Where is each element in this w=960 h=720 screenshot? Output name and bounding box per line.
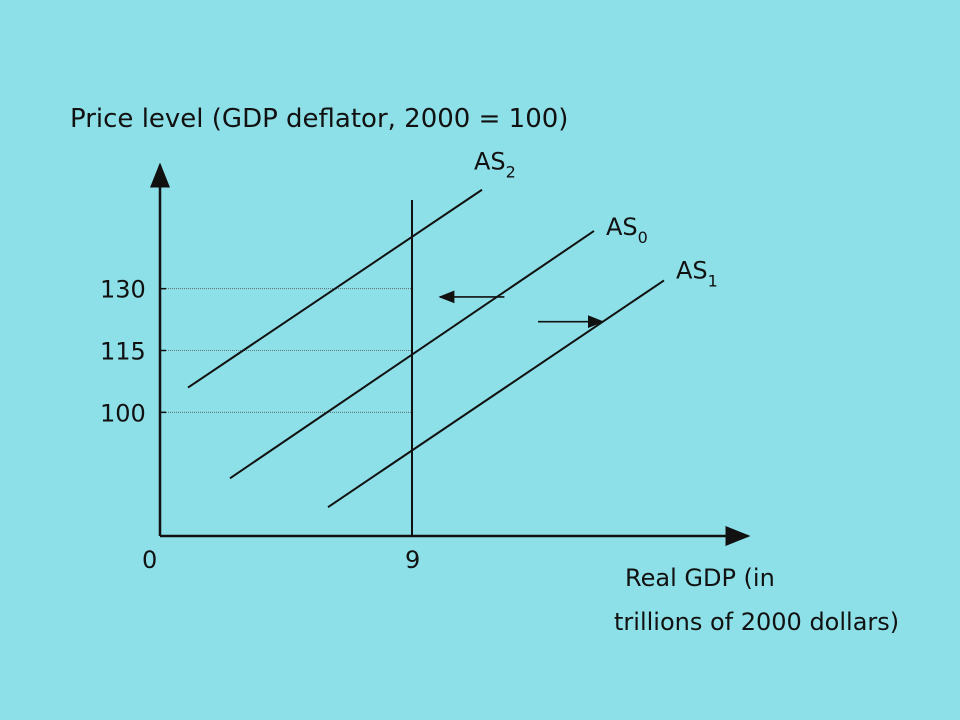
series-label-as2: AS2 [474, 148, 516, 182]
y-tick-label-115: 115 [100, 338, 146, 366]
y-axis-title: Price level (GDP deflator, 2000 = 100) [70, 104, 568, 134]
guide-lines [160, 287, 412, 414]
y-tick-labels: 100 115 130 [100, 276, 146, 428]
x-tick-label-9: 9 [405, 546, 420, 574]
series-label-subscript: 1 [708, 271, 718, 290]
series-label-subscript: 0 [638, 228, 648, 247]
x-tick-labels: 9 [405, 546, 420, 574]
x-axis-title-line2: trillions of 2000 dollars) [614, 608, 899, 636]
series-label-subscript: 2 [506, 163, 516, 182]
series-line-as0 [229, 230, 595, 480]
plot-marks [187, 188, 665, 536]
series-line-as2 [187, 188, 483, 389]
x-axis-title-line1: Real GDP (in [625, 564, 775, 592]
series-line-as1 [327, 279, 665, 508]
series-label-as0: AS0 [606, 213, 648, 247]
y-tick-label-100: 100 [100, 399, 146, 427]
x-origin-label: 0 [142, 546, 157, 574]
series-labels: AS2 AS0 AS1 [474, 148, 718, 291]
y-tick-label-130: 130 [100, 276, 146, 304]
series-label-as1: AS1 [676, 256, 718, 290]
